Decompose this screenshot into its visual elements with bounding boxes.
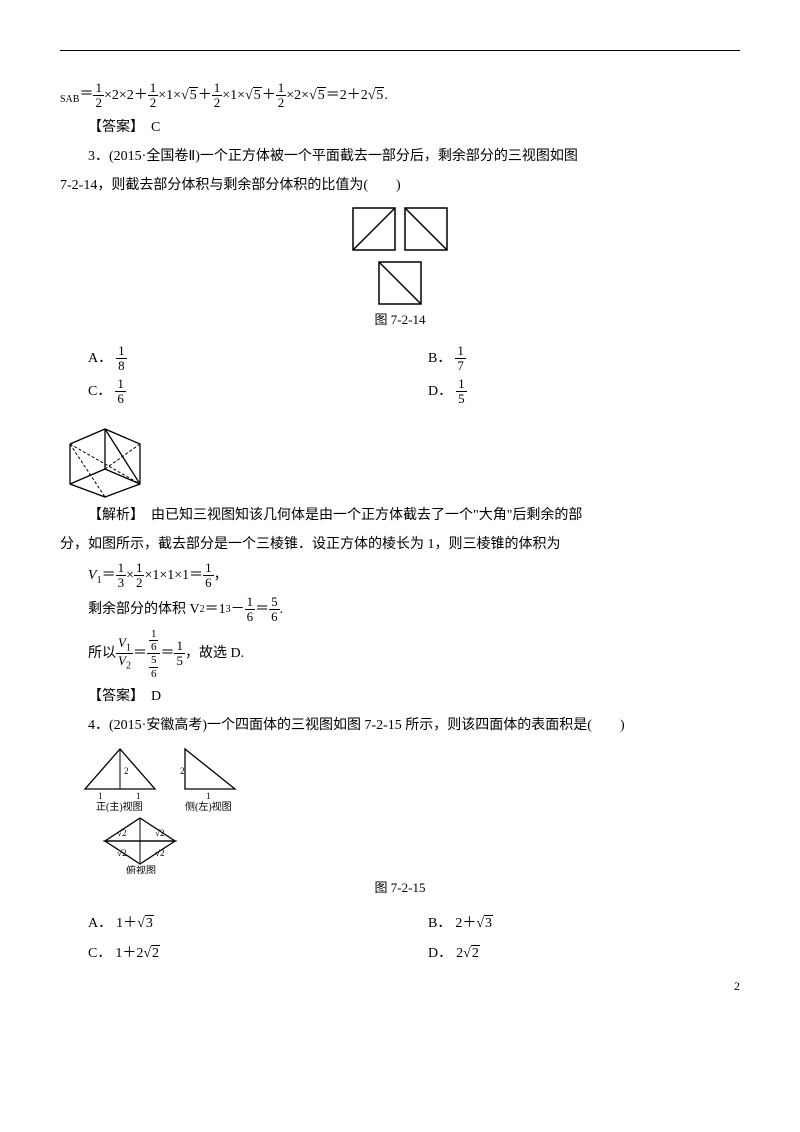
q3-options: A．18 C．16 B．17 D．15: [60, 340, 740, 411]
v2-equation: 剩余部分的体积 V2＝13－ 16 ＝ 56 .: [60, 595, 740, 625]
svg-text:√2: √2: [155, 828, 164, 838]
ratio-equation: 所以 V1 V2 ＝ 16 56 ＝ 15 ，故选 D.: [60, 628, 740, 679]
svg-text:侧(左)视图: 侧(左)视图: [185, 800, 232, 813]
option-A2: A．1＋3: [60, 911, 400, 936]
q3-line1: 3．(2015·全国卷Ⅱ)一个正方体被一个平面截去一部分后，剩余部分的三视图如图: [60, 144, 740, 169]
svg-text:√2: √2: [117, 828, 126, 838]
option-B2: B．2＋3: [400, 911, 740, 936]
figure-7-2-14: [60, 206, 740, 252]
svg-text:俯视图: 俯视图: [126, 864, 156, 874]
figure-7-2-15-caption: 图 7-2-15: [60, 876, 740, 899]
option-B: B．17: [400, 344, 740, 374]
equation-sab: SAB＝ 12 ×2×2＋ 12 ×1× 5 ＋ 12 ×1× 5 ＋ 12 ×…: [60, 81, 740, 111]
three-views-icon: 1 1 2 正(主)视图 2 1 侧(左)视图 √2 √2 √2 √2 俯视图: [60, 744, 260, 874]
option-C2: C．1＋22: [60, 941, 400, 966]
svg-text:1: 1: [98, 791, 103, 801]
answer-c: 【答案】 C: [60, 115, 740, 140]
svg-text:1: 1: [136, 791, 141, 801]
svg-text:2: 2: [124, 766, 129, 776]
option-D: D．15: [400, 377, 740, 407]
q4-text: 4．(2015·安徽高考)一个四面体的三视图如图 7-2-15 所示，则该四面体…: [60, 713, 740, 738]
sab-sub: SAB: [60, 94, 79, 105]
figure-7-2-14-row2: [60, 260, 740, 306]
option-D2: D．22: [400, 941, 740, 966]
svg-text:1: 1: [206, 791, 211, 801]
figure-7-2-14-caption: 图 7-2-14: [60, 308, 740, 331]
v1-equation: V1＝ 13 × 12 ×1×1×1＝ 16 ，: [60, 561, 740, 591]
solid-figure: [60, 419, 740, 499]
q4-options: A．1＋3 C．1＋22 B．2＋3 D．22: [60, 907, 740, 969]
view-square-diag1: [351, 206, 397, 252]
q3-line2: 7-2-14，则截去部分体积与剩余部分体积的比值为( ): [60, 173, 740, 198]
cube-cut-icon: [60, 419, 150, 499]
q3-analysis-line2: 分，如图所示，截去部分是一个三棱锥．设正方体的棱长为 1，则三棱锥的体积为: [60, 532, 740, 557]
svg-text:正(主)视图: 正(主)视图: [96, 800, 143, 813]
q3-analysis-line1: 【解析】 由已知三视图知该几何体是由一个正方体截去了一个"大角"后剩余的部: [60, 503, 740, 528]
option-C: C．16: [60, 377, 400, 407]
svg-text:√2: √2: [117, 848, 126, 858]
page-rule: [60, 50, 740, 51]
svg-text:√2: √2: [155, 848, 164, 858]
option-A: A．18: [60, 344, 400, 374]
page-number: 2: [734, 976, 740, 998]
view-square-diag2: [403, 206, 449, 252]
view-square-diag3: [377, 260, 423, 306]
figure-7-2-15: 1 1 2 正(主)视图 2 1 侧(左)视图 √2 √2 √2 √2 俯视图: [60, 744, 740, 874]
answer-d: 【答案】 D: [60, 684, 740, 709]
svg-text:2: 2: [180, 766, 185, 776]
